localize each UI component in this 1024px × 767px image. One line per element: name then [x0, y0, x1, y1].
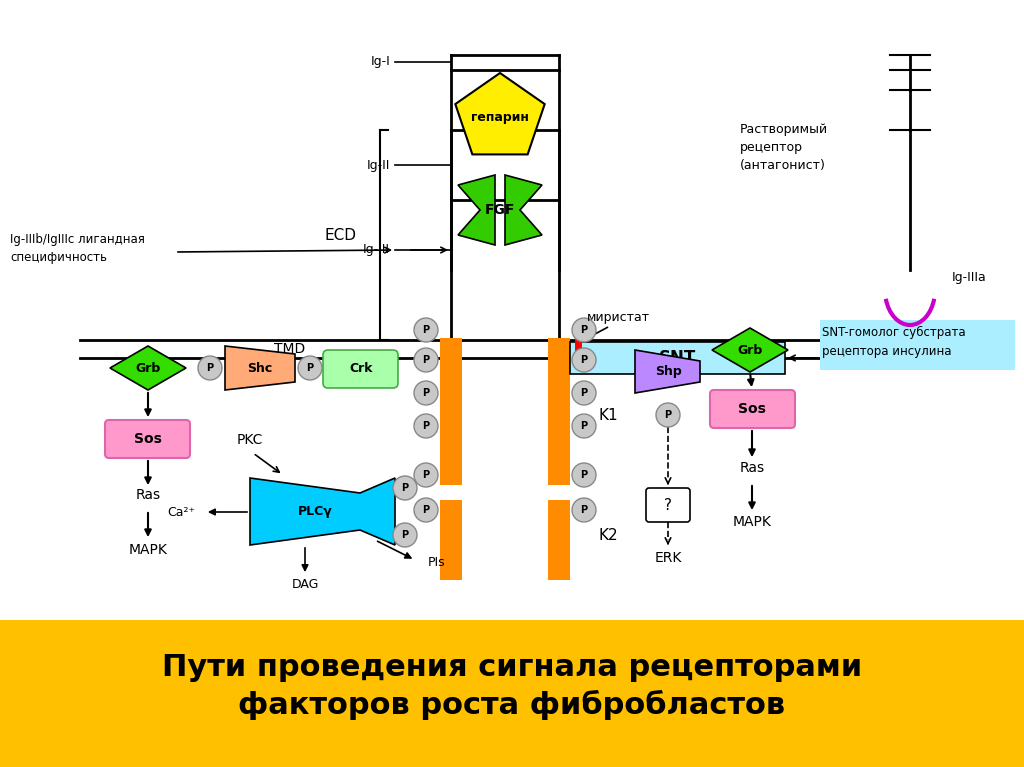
- Text: TMD: TMD: [274, 342, 305, 356]
- Text: K2: K2: [598, 528, 617, 542]
- Text: P: P: [423, 421, 429, 431]
- Text: P: P: [581, 355, 588, 365]
- Text: P: P: [423, 325, 429, 335]
- Text: P: P: [207, 363, 214, 373]
- Polygon shape: [250, 478, 395, 545]
- Circle shape: [198, 356, 222, 380]
- Text: Растворимый: Растворимый: [740, 123, 828, 137]
- Text: (антагонист): (антагонист): [740, 160, 826, 173]
- Text: Grb: Grb: [135, 361, 161, 374]
- Text: FGF: FGF: [484, 203, 515, 217]
- FancyBboxPatch shape: [710, 390, 795, 428]
- Text: ECD: ECD: [324, 228, 356, 242]
- Text: P: P: [401, 530, 409, 540]
- Text: Ig-IIIb/IgIIIc лигандная: Ig-IIIb/IgIIIc лигандная: [10, 233, 144, 246]
- Text: ?: ?: [664, 498, 672, 512]
- Bar: [575, 332, 582, 360]
- Circle shape: [414, 381, 438, 405]
- Text: Пути проведения сигнала рецепторами: Пути проведения сигнала рецепторами: [162, 653, 862, 682]
- Text: P: P: [306, 363, 313, 373]
- Circle shape: [656, 403, 680, 427]
- Text: P: P: [581, 388, 588, 398]
- Circle shape: [393, 476, 417, 500]
- Circle shape: [298, 356, 322, 380]
- Text: Ig-III: Ig-III: [362, 243, 390, 256]
- FancyBboxPatch shape: [105, 420, 190, 458]
- Text: Grb: Grb: [737, 344, 763, 357]
- Circle shape: [393, 523, 417, 547]
- Polygon shape: [505, 175, 542, 245]
- Text: P: P: [581, 325, 588, 335]
- Text: SNT: SNT: [658, 349, 695, 367]
- Text: рецептор: рецептор: [740, 141, 803, 154]
- Text: Sos: Sos: [738, 402, 766, 416]
- Polygon shape: [458, 175, 495, 245]
- Circle shape: [572, 414, 596, 438]
- Text: Crk: Crk: [349, 363, 373, 376]
- Bar: [440, 360, 462, 485]
- Bar: [548, 500, 570, 580]
- Text: P: P: [581, 421, 588, 431]
- FancyBboxPatch shape: [323, 350, 398, 388]
- Circle shape: [414, 498, 438, 522]
- Text: PKC: PKC: [237, 433, 263, 447]
- Text: Ig-II: Ig-II: [367, 159, 390, 172]
- Circle shape: [414, 318, 438, 342]
- Circle shape: [414, 348, 438, 372]
- Circle shape: [572, 318, 596, 342]
- Polygon shape: [456, 73, 545, 154]
- Bar: [548, 338, 570, 360]
- Circle shape: [572, 381, 596, 405]
- Bar: [440, 500, 462, 580]
- Text: рецептора инсулина: рецептора инсулина: [822, 345, 951, 358]
- Text: P: P: [423, 388, 429, 398]
- Text: Shc: Shc: [248, 361, 272, 374]
- Circle shape: [572, 348, 596, 372]
- Circle shape: [414, 414, 438, 438]
- Text: ERK: ERK: [654, 551, 682, 565]
- Text: Ig-IIIa: Ig-IIIa: [952, 272, 987, 285]
- Text: Ras: Ras: [739, 461, 765, 475]
- Polygon shape: [110, 346, 186, 390]
- Text: P: P: [665, 410, 672, 420]
- Text: миристат: миристат: [587, 311, 649, 324]
- Bar: [440, 338, 462, 360]
- Text: Shp: Shp: [654, 364, 681, 377]
- Text: K1: K1: [598, 407, 617, 423]
- Circle shape: [414, 463, 438, 487]
- FancyBboxPatch shape: [646, 488, 690, 522]
- Polygon shape: [225, 346, 295, 390]
- Text: гепарин: гепарин: [471, 111, 529, 124]
- Text: SNT-гомолог субстрата: SNT-гомолог субстрата: [822, 325, 966, 338]
- Circle shape: [572, 463, 596, 487]
- Text: P: P: [401, 483, 409, 493]
- Text: MAPK: MAPK: [732, 515, 771, 529]
- Bar: [0, 620, 1024, 767]
- Text: PLCγ: PLCγ: [298, 505, 333, 518]
- Text: P: P: [581, 470, 588, 480]
- Text: факторов роста фибробластов: факторов роста фибробластов: [239, 690, 785, 720]
- Text: MAPK: MAPK: [129, 543, 168, 557]
- Text: Sos: Sos: [134, 432, 162, 446]
- Text: PIs: PIs: [428, 555, 445, 568]
- Text: Ig-I: Ig-I: [371, 55, 390, 68]
- Text: Ca²⁺: Ca²⁺: [167, 505, 195, 518]
- Text: P: P: [581, 505, 588, 515]
- Text: DAG: DAG: [291, 578, 318, 591]
- Text: P: P: [423, 505, 429, 515]
- Polygon shape: [712, 328, 788, 372]
- Text: Ras: Ras: [135, 488, 161, 502]
- Bar: [570, 342, 785, 374]
- Bar: [820, 320, 1015, 370]
- Bar: [548, 360, 570, 485]
- Text: P: P: [423, 470, 429, 480]
- Polygon shape: [635, 350, 700, 393]
- Text: P: P: [423, 355, 429, 365]
- Text: специфичность: специфичность: [10, 252, 106, 265]
- Circle shape: [572, 498, 596, 522]
